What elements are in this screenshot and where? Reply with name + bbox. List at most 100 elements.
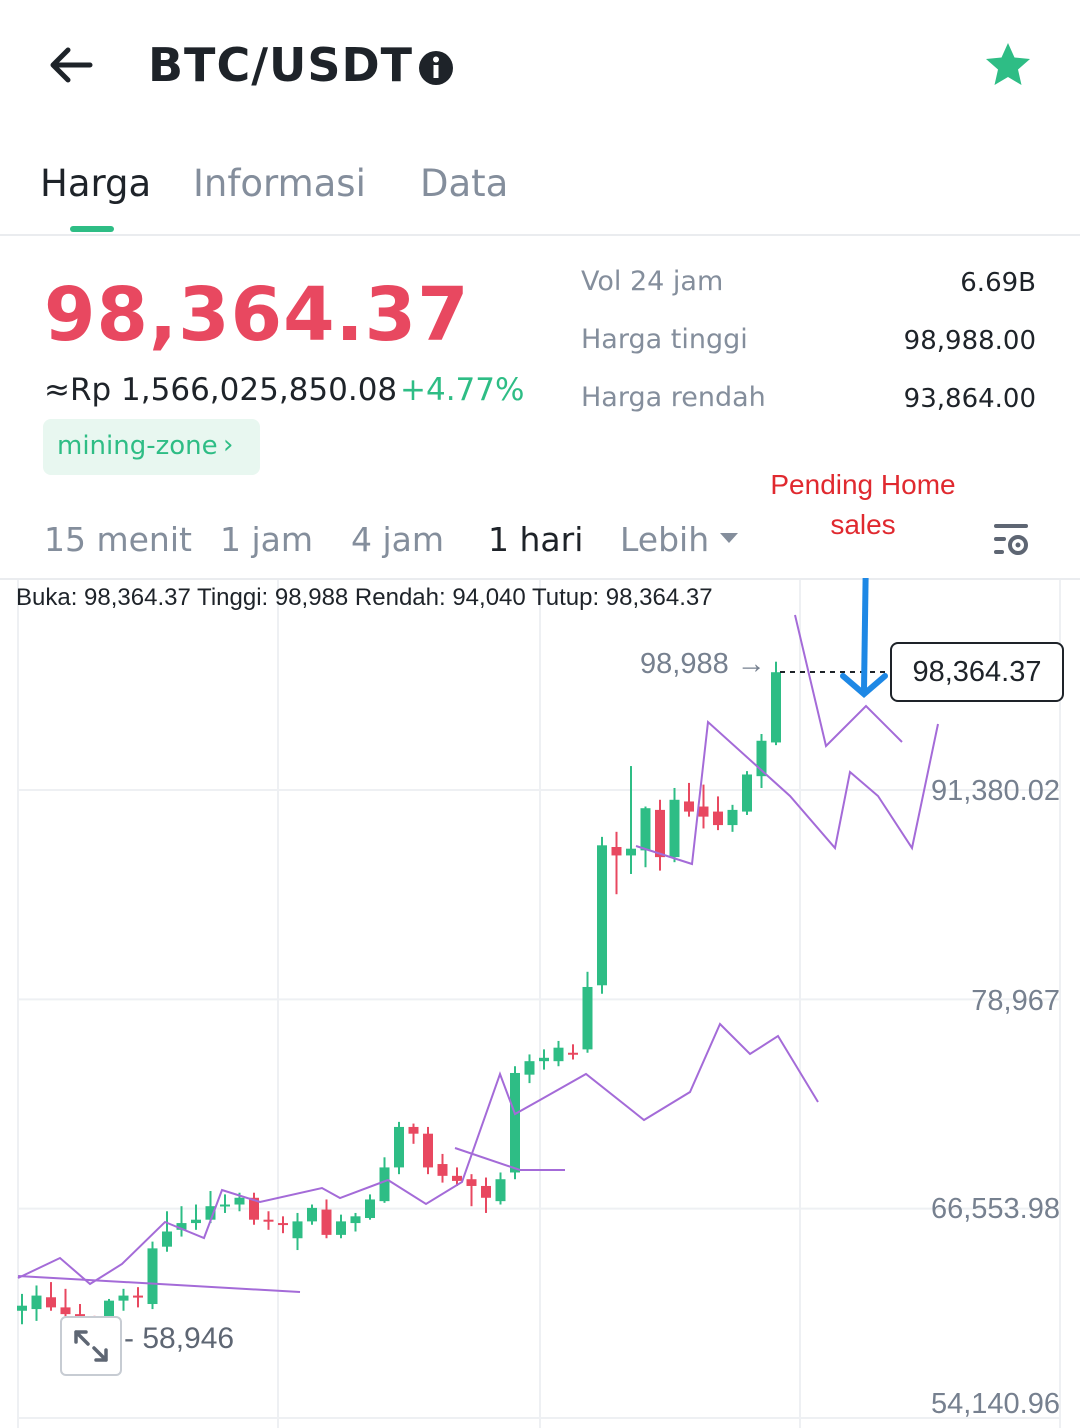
candle-body xyxy=(742,774,752,812)
candle-body xyxy=(669,799,680,858)
last-price: 98,364.37 xyxy=(44,272,470,358)
candle xyxy=(191,1204,201,1230)
candle-body xyxy=(423,1133,433,1168)
y-axis-label-1: 91,380.02 xyxy=(930,775,1060,807)
candle xyxy=(263,1211,274,1230)
candle xyxy=(292,1212,303,1251)
candle xyxy=(394,1121,404,1175)
candle xyxy=(655,799,665,871)
candle xyxy=(162,1211,172,1252)
star-icon[interactable] xyxy=(983,40,1033,90)
candle-body xyxy=(46,1297,56,1308)
candle-body xyxy=(597,845,607,986)
candle-body xyxy=(307,1207,317,1222)
candle-body xyxy=(495,1179,506,1202)
candle-body xyxy=(191,1219,201,1224)
chart-divider xyxy=(0,578,1080,580)
stat-label-low: Harga rendah xyxy=(581,382,766,413)
stat-value-high: 98,988.00 xyxy=(903,326,1036,356)
mining-zone-tag[interactable]: mining-zone › xyxy=(43,419,260,475)
candle xyxy=(611,831,622,895)
drawn-line-5 xyxy=(794,614,903,748)
timeframe-more[interactable]: Lebih xyxy=(620,520,710,559)
candle xyxy=(133,1287,143,1308)
high-marker-label: 98,988 → xyxy=(640,648,766,680)
candle xyxy=(408,1123,419,1144)
candle xyxy=(307,1204,317,1225)
timeframe-15m[interactable]: 15 menit xyxy=(44,520,192,559)
candle xyxy=(698,784,709,829)
chevron-right-icon: › xyxy=(223,430,234,460)
candle xyxy=(350,1212,361,1232)
candle-body xyxy=(408,1126,419,1134)
arrow-left-icon[interactable] xyxy=(46,40,96,90)
candle-body xyxy=(756,740,767,777)
candle-body xyxy=(466,1179,477,1186)
candle-body xyxy=(118,1295,129,1301)
candle xyxy=(220,1194,230,1213)
drawn-line-2 xyxy=(17,1275,301,1293)
candle-body xyxy=(17,1305,27,1311)
candle xyxy=(524,1054,535,1084)
drawn-line-1 xyxy=(17,1022,819,1286)
stat-label-volume: Vol 24 jam xyxy=(581,266,724,297)
timeframe-1d[interactable]: 1 hari xyxy=(488,520,584,559)
candle-body xyxy=(278,1223,288,1226)
candle xyxy=(756,734,767,788)
candle-body xyxy=(379,1167,390,1202)
candle xyxy=(597,836,607,994)
candle-body xyxy=(698,806,709,817)
y-axis-label-2: 78,967 xyxy=(971,985,1060,1017)
candle-body xyxy=(437,1164,448,1176)
candle-body xyxy=(31,1295,42,1310)
candle xyxy=(510,1066,520,1180)
candle xyxy=(278,1216,288,1234)
candle-body xyxy=(713,811,723,826)
y-axis-label-4: 54,140.96 xyxy=(930,1388,1060,1420)
candle-body xyxy=(263,1219,274,1222)
annotation-line-2: sales xyxy=(830,509,896,540)
stat-value-low: 93,864.00 xyxy=(903,384,1036,414)
candle xyxy=(582,971,593,1053)
candle-body xyxy=(220,1204,230,1207)
candle-body xyxy=(321,1209,332,1235)
candle-body xyxy=(249,1197,259,1220)
candle-body xyxy=(727,809,738,826)
candle xyxy=(452,1167,462,1186)
candle xyxy=(176,1206,187,1237)
info-icon[interactable] xyxy=(418,50,454,86)
caret-down-icon[interactable] xyxy=(720,533,738,543)
candle-body xyxy=(640,808,651,851)
candle-body xyxy=(292,1221,303,1239)
tab-harga[interactable]: Harga xyxy=(40,162,152,205)
annotation-text: Pending Home sales xyxy=(748,465,978,545)
tab-data[interactable]: Data xyxy=(420,162,509,205)
chart-settings-icon[interactable] xyxy=(990,520,1032,560)
candle-body xyxy=(365,1199,375,1219)
candle-body xyxy=(539,1057,549,1062)
candle xyxy=(568,1044,578,1060)
candle-body xyxy=(350,1216,361,1224)
candlestick-chart[interactable] xyxy=(0,578,1080,1428)
candle xyxy=(147,1241,158,1310)
candle xyxy=(495,1172,506,1205)
candle-body xyxy=(553,1047,564,1062)
tab-informasi[interactable]: Informasi xyxy=(193,162,366,205)
stat-value-volume: 6.69B xyxy=(960,268,1036,298)
expand-chart-button[interactable] xyxy=(60,1316,122,1376)
timeframe-4h[interactable]: 4 jam xyxy=(351,520,445,559)
candle xyxy=(336,1214,346,1239)
candle xyxy=(713,796,723,831)
expand-icon xyxy=(74,1330,108,1362)
candle xyxy=(205,1191,216,1224)
candle xyxy=(553,1040,564,1067)
candle xyxy=(626,766,636,874)
candles xyxy=(17,661,781,1337)
candle xyxy=(771,661,781,746)
candle-body xyxy=(336,1221,346,1235)
candle-body xyxy=(147,1248,158,1305)
timeframe-1h[interactable]: 1 jam xyxy=(220,520,314,559)
candle xyxy=(640,806,651,868)
candle xyxy=(365,1194,375,1220)
user-drawings xyxy=(17,614,939,1293)
